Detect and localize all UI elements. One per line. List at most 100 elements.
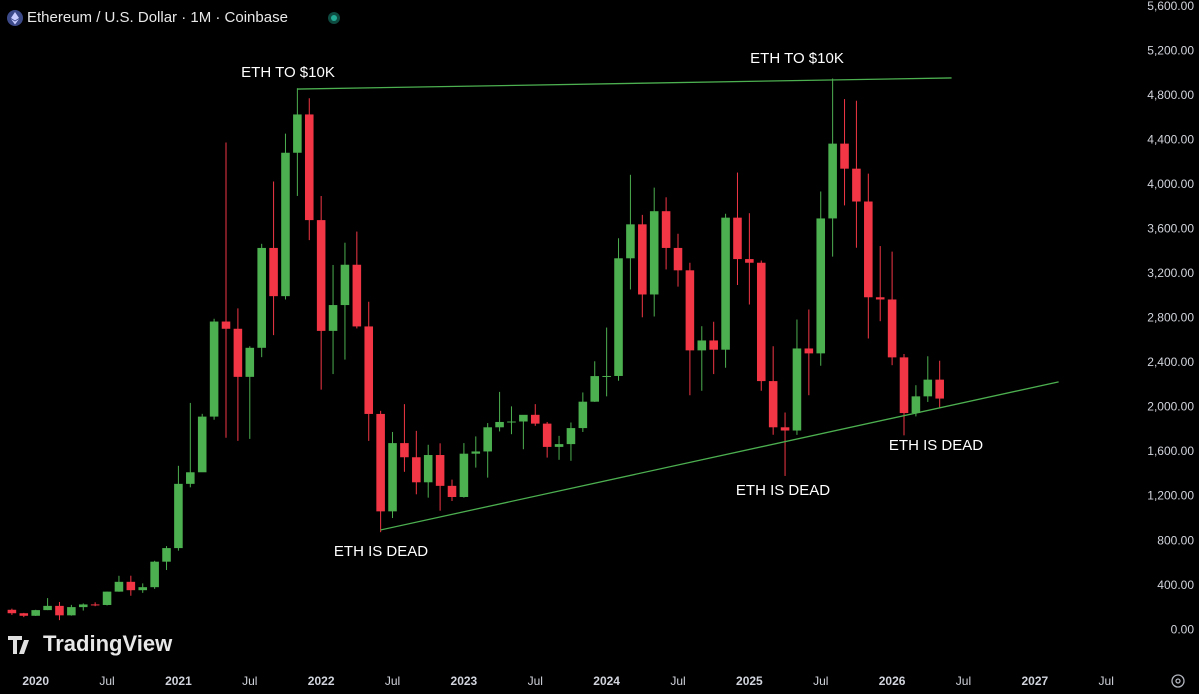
settings-icon-core[interactable] bbox=[1175, 678, 1181, 684]
x-tick-label: 2022 bbox=[308, 674, 335, 688]
y-tick-label: 0.00 bbox=[1171, 622, 1195, 636]
candle-body bbox=[578, 401, 588, 429]
candle-body bbox=[388, 443, 397, 512]
y-tick-label: 800.00 bbox=[1157, 533, 1194, 547]
candle-body bbox=[7, 609, 17, 614]
candle-body bbox=[412, 457, 421, 483]
y-tick-label: 1,200.00 bbox=[1147, 489, 1194, 503]
candle-body bbox=[376, 413, 385, 512]
candle-body bbox=[745, 259, 754, 263]
candle-body bbox=[43, 605, 52, 611]
candle-body bbox=[150, 561, 159, 588]
settings-icon[interactable] bbox=[1171, 674, 1185, 688]
candle-body bbox=[78, 604, 88, 608]
candle-body bbox=[19, 613, 29, 616]
candle-body bbox=[293, 114, 302, 153]
candle-body bbox=[483, 427, 492, 452]
trendline bbox=[297, 77, 952, 90]
candle-body bbox=[447, 485, 457, 497]
x-tick-label: 2025 bbox=[736, 674, 763, 688]
candle-body bbox=[340, 264, 350, 306]
candle-body bbox=[875, 297, 885, 300]
candle-body bbox=[614, 258, 623, 376]
candle-body bbox=[209, 321, 219, 417]
annotation: ETH IS DEAD bbox=[334, 543, 428, 560]
watermark: TradingView bbox=[8, 631, 173, 656]
y-tick-label: 1,600.00 bbox=[1147, 444, 1194, 458]
y-tick-label: 4,800.00 bbox=[1147, 88, 1194, 102]
candle-body bbox=[864, 201, 873, 298]
y-tick-label: 3,200.00 bbox=[1147, 266, 1194, 280]
x-tick-label: Jul bbox=[956, 674, 971, 688]
annotation: ETH IS DEAD bbox=[889, 437, 983, 454]
candle-body bbox=[899, 357, 909, 414]
candle-body bbox=[590, 376, 600, 402]
candle-body bbox=[245, 347, 255, 377]
status-dot bbox=[331, 15, 337, 21]
candle-body bbox=[471, 451, 481, 454]
candle-body bbox=[269, 247, 278, 297]
candle-body bbox=[887, 299, 897, 358]
y-tick-label: 400.00 bbox=[1157, 578, 1194, 592]
candle-body bbox=[257, 247, 266, 348]
y-tick-label: 4,400.00 bbox=[1147, 132, 1194, 146]
x-tick-label: Jul bbox=[99, 674, 114, 688]
y-tick-label: 5,200.00 bbox=[1147, 43, 1194, 57]
candle-body bbox=[364, 326, 374, 414]
x-tick-label: 2020 bbox=[22, 674, 49, 688]
candle-body bbox=[67, 607, 76, 616]
candle-body bbox=[792, 348, 802, 431]
candle-body bbox=[673, 247, 683, 271]
candle-body bbox=[709, 340, 718, 350]
trendline bbox=[380, 381, 1059, 531]
settings-icon-ring[interactable] bbox=[1171, 674, 1185, 688]
candle-body bbox=[495, 421, 504, 428]
watermark-text: TradingView bbox=[43, 631, 173, 656]
candle-body bbox=[911, 396, 921, 414]
candle-body bbox=[602, 375, 611, 377]
candle-body bbox=[352, 264, 362, 327]
candle-body bbox=[459, 453, 469, 497]
y-tick-label: 2,000.00 bbox=[1147, 400, 1194, 414]
candle-body bbox=[756, 262, 766, 382]
watermark-logo bbox=[8, 636, 29, 654]
candle-body bbox=[661, 211, 671, 248]
x-tick-label: 2026 bbox=[879, 674, 906, 688]
candle-body bbox=[852, 168, 861, 202]
y-tick-label: 2,400.00 bbox=[1147, 355, 1194, 369]
candle-body bbox=[55, 605, 64, 616]
candle-body bbox=[566, 428, 576, 445]
candle-body bbox=[90, 604, 100, 606]
candle-body bbox=[638, 224, 647, 295]
candle-body bbox=[828, 143, 837, 219]
annotation: ETH TO $10K bbox=[241, 64, 335, 81]
candle-body bbox=[542, 423, 552, 447]
candle-body bbox=[804, 348, 814, 354]
annotation: ETH TO $10K bbox=[750, 50, 844, 67]
x-tick-label: 2023 bbox=[451, 674, 478, 688]
candle-body bbox=[126, 581, 136, 591]
candle-body bbox=[221, 321, 231, 329]
candle-body bbox=[304, 114, 314, 221]
candle-body bbox=[626, 224, 635, 259]
candle-body bbox=[400, 443, 409, 458]
candle-body bbox=[935, 379, 944, 399]
chart-title: Ethereum / U.S. Dollar · 1M · Coinbase bbox=[27, 9, 288, 26]
candle-body bbox=[519, 414, 528, 422]
x-tick-label: Jul bbox=[242, 674, 257, 688]
annotation: ETH IS DEAD bbox=[736, 482, 830, 499]
candle-body bbox=[816, 218, 826, 354]
candle-body bbox=[733, 217, 742, 260]
y-tick-label: 4,000.00 bbox=[1147, 177, 1194, 191]
candle-body bbox=[507, 421, 516, 423]
eth-icon-glyph bbox=[11, 12, 19, 25]
candle-body bbox=[685, 270, 695, 351]
candle-body bbox=[768, 381, 778, 428]
candle-body bbox=[554, 444, 564, 447]
candle-body bbox=[649, 211, 659, 295]
y-tick-label: 3,600.00 bbox=[1147, 222, 1194, 236]
candle-body bbox=[233, 328, 243, 377]
